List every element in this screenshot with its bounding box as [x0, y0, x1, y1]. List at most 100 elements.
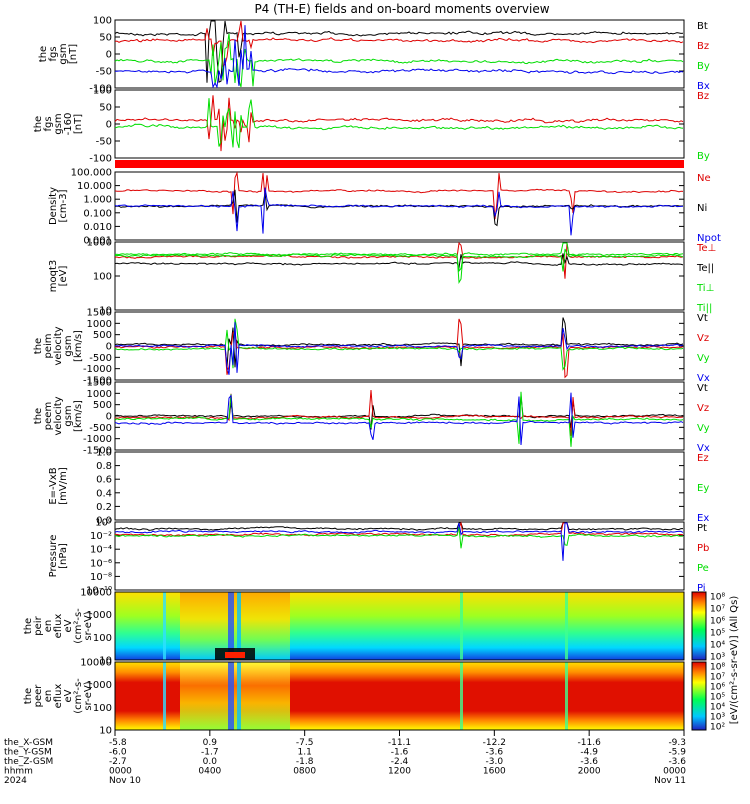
- spectrogram-feature: [163, 662, 166, 730]
- y-axis-label: (cm²-s-: [73, 608, 84, 644]
- series-line-By: [114, 33, 684, 88]
- plot-title: P4 (TH-E) fields and on-board moments ov…: [254, 2, 549, 16]
- y-axis-label: the: [33, 408, 44, 424]
- ephemeris-value: -3.0: [486, 757, 504, 767]
- series-line-Te||: [114, 253, 684, 270]
- legend-entry-Vz: Vz: [697, 403, 709, 414]
- ephemeris-label: hhmm: [4, 767, 33, 777]
- panel-4: 1000 100 10 moqt3 [eV] Te⊥ Te|| Ti⊥ Ti||: [48, 238, 716, 317]
- series-line-Bx: [115, 25, 684, 89]
- ephemeris-value: 0000: [109, 767, 132, 777]
- legend-entry-Vy: Vy: [697, 353, 710, 364]
- y-tick-label: 10.000: [77, 181, 112, 192]
- spectrogram-feature: [228, 592, 234, 660]
- panel-frame: [114, 89, 685, 159]
- y-tick-label: 1000: [87, 680, 112, 691]
- colorbar-label: [eV/(cm²-s-sr-eV)] (All Qs): [729, 596, 740, 725]
- legend-entry-Vx: Vx: [697, 443, 710, 454]
- ephemeris-label: the_Z-GSM: [4, 757, 53, 767]
- spectrogram-hot-spot: [225, 652, 245, 658]
- y-tick-label: 0: [106, 120, 112, 131]
- legend-entry-Pi: Pi: [697, 583, 706, 594]
- panel-frame: [114, 19, 685, 89]
- y-axis-label: moqt3: [48, 260, 59, 293]
- y-tick-label: -1000: [83, 364, 112, 375]
- colorbar-tick-label: 10⁷: [710, 673, 725, 683]
- legend-entry-Npot: Npot: [697, 233, 721, 244]
- y-tick-label: 10: [99, 726, 112, 737]
- colorbar-tick-label: 10⁶: [710, 683, 725, 693]
- spectrogram-feature: [460, 662, 463, 730]
- series-line-Bz: [114, 95, 684, 152]
- y-tick-label: 1000: [87, 389, 112, 400]
- ephemeris-value: Nov 10: [109, 776, 141, 786]
- ephemeris-value: 0000: [663, 767, 686, 777]
- y-tick-label: 0.001: [83, 236, 112, 247]
- legend-entry-Te⊥: Te⊥: [696, 243, 716, 254]
- ephemeris-label: the_X-GSM: [4, 738, 53, 748]
- ephemeris-value: -3.6: [668, 757, 686, 767]
- y-axis-label: [nT]: [73, 114, 84, 134]
- y-axis-label: -160: [63, 113, 74, 136]
- separator-band: [115, 160, 684, 168]
- y-tick-label: 500: [93, 400, 112, 411]
- series-line-Bz: [114, 20, 684, 68]
- legend-entry-Ez: Ez: [697, 453, 709, 464]
- legend-entry-Bt: Bt: [697, 21, 708, 32]
- y-tick-label: 50: [99, 103, 112, 114]
- legend-entry-Pt: Pt: [697, 523, 707, 534]
- colorbar-tick-label: 10⁵: [710, 693, 725, 703]
- ephemeris-value: -3.6: [580, 757, 598, 767]
- y-tick-label: -500: [89, 353, 112, 364]
- y-axis-label: [km/s]: [73, 330, 84, 362]
- y-axis-label: peir: [33, 615, 44, 635]
- y-axis-label: [nPa]: [58, 543, 69, 569]
- y-tick-label: 0: [106, 50, 112, 61]
- legend-entry-Bz: Bz: [697, 91, 709, 102]
- y-tick-label: 0.100: [83, 208, 112, 219]
- legend-entry-Bz: Bz: [697, 41, 709, 52]
- ephemeris-value: Nov 11: [654, 776, 686, 786]
- legend-entry-Vz: Vz: [697, 333, 709, 344]
- series-line-Vz: [114, 390, 684, 436]
- ephemeris-value: -7.5: [296, 738, 314, 748]
- ephemeris-value: 0400: [198, 767, 221, 777]
- series-line-Vt: [114, 396, 684, 430]
- legend-entry-Ex: Ex: [697, 513, 709, 524]
- y-axis-label: [km/s]: [73, 400, 84, 432]
- y-axis-label: gsm: [63, 335, 74, 356]
- colorbar-tick-label: 10⁴: [710, 703, 725, 713]
- y-tick-label: 1500: [87, 308, 112, 319]
- legend-entry-Pe: Pe: [697, 563, 709, 574]
- panel-frame: [114, 451, 685, 521]
- ephemeris-value: -11.6: [578, 738, 602, 748]
- y-tick-label: 50: [99, 33, 112, 44]
- series-line-Vy: [114, 318, 684, 371]
- y-tick-label: 10⁰: [95, 518, 112, 529]
- y-axis-label: fgs: [48, 46, 59, 61]
- panel-frame: [114, 381, 685, 451]
- ephemeris-value: -3.6: [486, 748, 504, 758]
- y-axis-label: [nT]: [68, 44, 79, 64]
- y-axis-label: (cm²-s-: [73, 678, 84, 714]
- y-tick-label: 1.000: [83, 195, 112, 206]
- y-tick-label: 100: [93, 272, 112, 283]
- y-tick-label: 1.0: [96, 448, 112, 459]
- legend-entry-Ti||: Ti||: [696, 303, 712, 314]
- y-tick-label: 10: [99, 306, 112, 317]
- y-axis-label: en: [43, 690, 54, 703]
- ephemeris-value: 0800: [293, 767, 316, 777]
- y-axis-label: eV: [63, 619, 74, 632]
- y-axis-label: gsm: [58, 43, 69, 64]
- y-tick-label: -500: [89, 423, 112, 434]
- y-tick-label: -1000: [83, 434, 112, 445]
- y-tick-label: -100: [89, 84, 112, 95]
- y-axis-label: the: [23, 688, 34, 704]
- y-tick-label: 0.0: [96, 516, 112, 527]
- ephemeris-label: the_Y-GSM: [4, 748, 52, 758]
- y-axis-label: [cm-3]: [58, 189, 69, 222]
- y-axis-label: velocity: [53, 326, 64, 365]
- series-line-Pi: [114, 522, 684, 561]
- ephemeris-value: 2000: [578, 767, 601, 777]
